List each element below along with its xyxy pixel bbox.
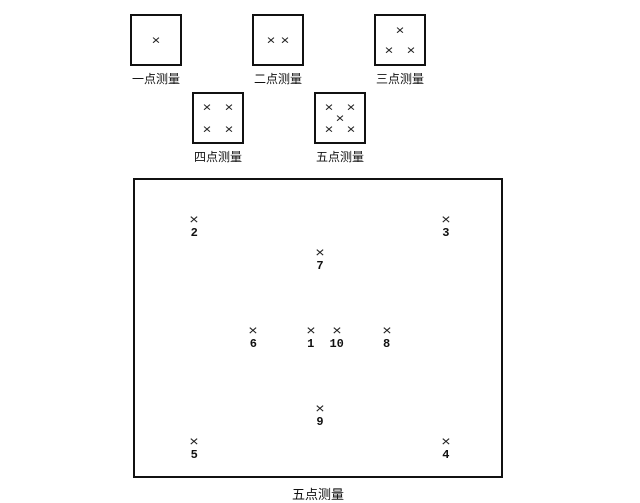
- x-mark: ×: [203, 101, 212, 114]
- point-label-1: 1: [307, 338, 314, 350]
- box-1pt: ×: [130, 14, 182, 66]
- point-label-6: 6: [250, 338, 257, 350]
- x-mark: ×: [396, 24, 405, 37]
- x-mark: ×: [224, 101, 233, 114]
- box-4pt-label: 四点测量: [192, 148, 244, 165]
- x-mark: ×: [346, 101, 355, 114]
- point-label-8: 8: [383, 338, 390, 350]
- x-mark: ×: [385, 43, 394, 56]
- x-mark: ×: [203, 122, 212, 135]
- x-mark: ×: [325, 101, 334, 114]
- x-mark-3: ×: [441, 212, 450, 226]
- x-mark: ×: [224, 122, 233, 135]
- box-2pt-label: 二点测量: [252, 70, 304, 87]
- x-mark: ×: [346, 122, 355, 135]
- x-mark-10: ×: [332, 323, 341, 337]
- big-box-5pt: ×2×3×7×6×8×9×5×4×1×10: [133, 178, 503, 478]
- box-4pt: × × × ×: [192, 92, 244, 144]
- big-box-label: 五点测量: [133, 484, 503, 503]
- box-5pt-label: 五点测量: [314, 148, 366, 165]
- point-label-5: 5: [191, 449, 198, 461]
- box-3pt: ×××: [374, 14, 426, 66]
- x-mark-4: ×: [441, 434, 450, 448]
- x-mark: ×: [325, 122, 334, 135]
- box-5pt: ×××××: [314, 92, 366, 144]
- point-label-9: 9: [316, 416, 323, 428]
- box-3pt-label: 三点测量: [374, 70, 426, 87]
- point-label-2: 2: [191, 227, 198, 239]
- x-mark-6: ×: [249, 323, 258, 337]
- x-mark-9: ×: [315, 401, 324, 415]
- x-mark-1: ×: [306, 323, 315, 337]
- box-2pt: ××: [252, 14, 304, 66]
- x-mark: ×: [266, 34, 275, 47]
- x-mark: ×: [336, 112, 345, 125]
- x-mark-8: ×: [382, 323, 391, 337]
- x-mark: ×: [281, 34, 290, 47]
- x-mark-7: ×: [315, 245, 324, 259]
- point-label-10: 10: [329, 338, 343, 350]
- x-mark: ×: [406, 43, 415, 56]
- x-mark: ×: [152, 34, 161, 47]
- point-label-4: 4: [442, 449, 449, 461]
- x-mark-5: ×: [189, 434, 198, 448]
- point-label-7: 7: [316, 260, 323, 272]
- point-label-3: 3: [442, 227, 449, 239]
- x-mark-2: ×: [189, 212, 198, 226]
- box-1pt-label: 一点测量: [130, 70, 182, 87]
